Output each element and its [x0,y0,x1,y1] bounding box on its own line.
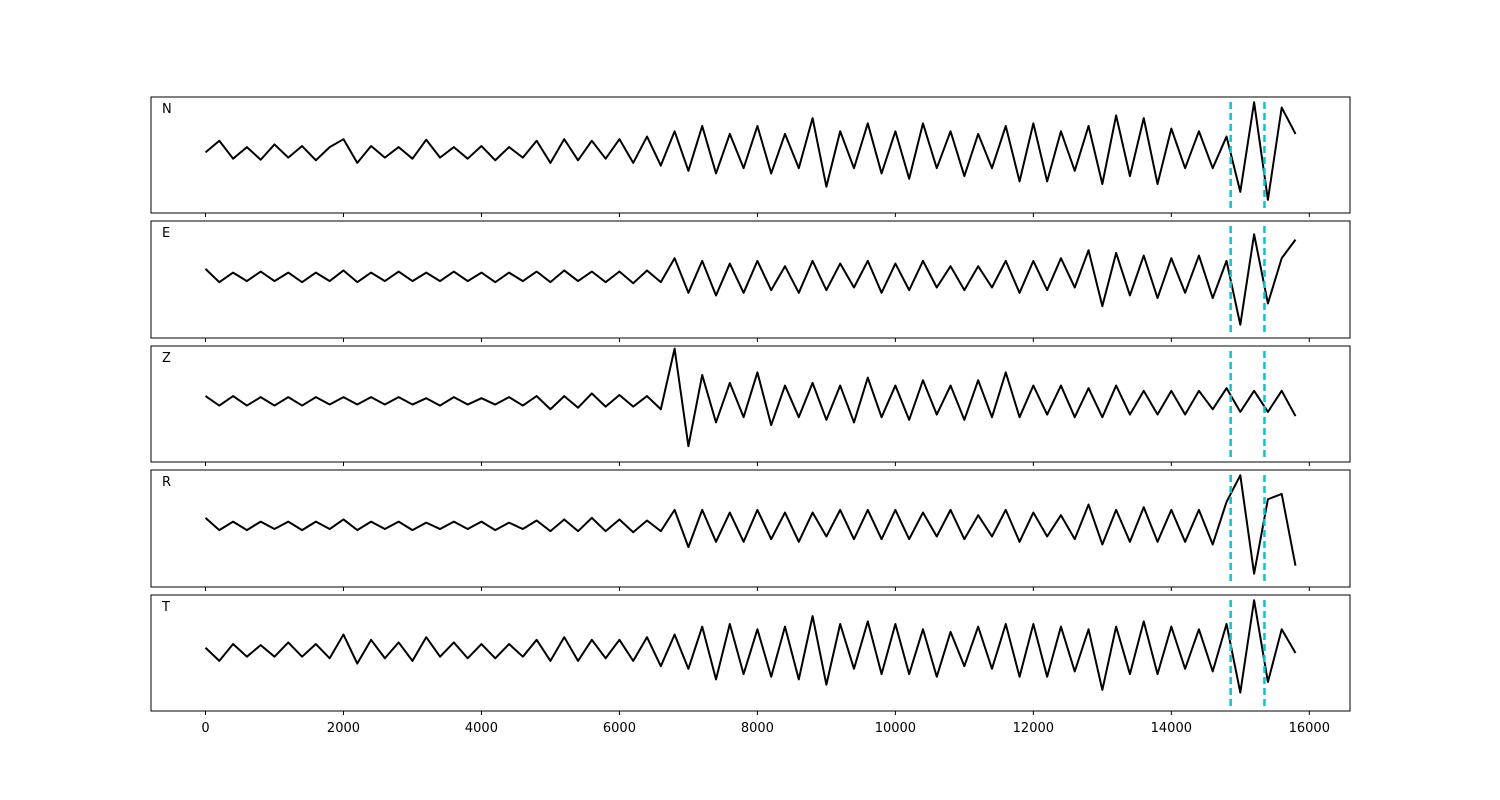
x-tick-label: 16000 [1289,721,1330,736]
x-tick-label: 10000 [875,721,916,736]
trace [204,474,1297,575]
panel-label: T [161,600,170,615]
panel-label: N [162,102,172,117]
x-tick-label: 8000 [741,721,774,736]
x-tick-label: 0 [201,721,209,736]
trace [204,101,1297,201]
x-tick-label: 4000 [465,721,498,736]
panel-frame [150,594,1351,712]
panel-frame [150,469,1351,588]
panel-frame [150,96,1351,214]
trace [204,599,1297,694]
trace [204,233,1297,326]
x-tick-label: 14000 [1151,721,1192,736]
panel-label: Z [162,351,171,366]
panel-frame [150,345,1351,463]
panel-frame [150,220,1351,339]
panel-label: E [162,226,170,241]
x-tick-label: 2000 [327,721,360,736]
x-tick-label: 12000 [1013,721,1054,736]
panel-label: R [162,475,171,490]
x-tick-label: 6000 [603,721,636,736]
trace [204,347,1297,448]
